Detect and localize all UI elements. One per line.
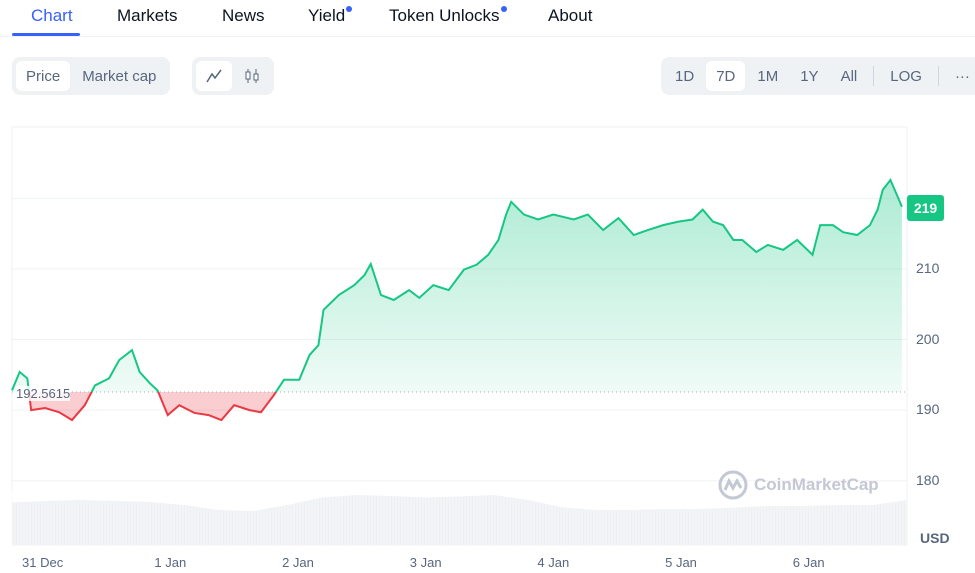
currency-label: USD bbox=[920, 530, 950, 546]
more-options-button[interactable]: ··· bbox=[954, 67, 970, 85]
y-tick-label: 210 bbox=[916, 259, 940, 276]
range-1m[interactable]: 1M bbox=[757, 67, 779, 85]
y-tick-label: 180 bbox=[916, 471, 940, 488]
current-price-badge: 219 bbox=[907, 195, 944, 221]
watermark: CoinMarketCap bbox=[718, 470, 879, 500]
x-tick-label: 31 Dec bbox=[22, 555, 64, 570]
tab-bar: Chart Markets News Yield Token Unlocks About bbox=[0, 0, 975, 37]
range-1y[interactable]: 1Y bbox=[800, 67, 819, 85]
price-chart[interactable] bbox=[0, 120, 975, 573]
price-marketcap-toggle: Price Market cap bbox=[12, 57, 171, 95]
tab-chart[interactable]: Chart bbox=[31, 6, 73, 26]
line-chart-icon bbox=[206, 69, 222, 83]
tab-label: Markets bbox=[117, 6, 178, 25]
coinmarketcap-logo-icon bbox=[718, 470, 748, 500]
y-tick-label: 190 bbox=[916, 401, 940, 418]
divider bbox=[873, 66, 875, 86]
tab-markets[interactable]: Markets bbox=[117, 6, 177, 26]
chart-type-toggle bbox=[192, 57, 274, 95]
tab-token-unlocks[interactable]: Token Unlocks bbox=[389, 6, 507, 26]
x-tick-label: 1 Jan bbox=[154, 555, 187, 570]
line-chart-button[interactable] bbox=[196, 61, 232, 91]
price-line-up bbox=[11, 178, 903, 393]
tab-yield[interactable]: Yield bbox=[308, 6, 353, 26]
watermark-text: CoinMarketCap bbox=[754, 475, 879, 494]
price-area-up bbox=[12, 179, 902, 393]
x-tick-label: 5 Jan bbox=[665, 555, 697, 570]
new-indicator-dot bbox=[346, 6, 353, 12]
tab-news[interactable]: News bbox=[222, 6, 265, 26]
tab-label: About bbox=[548, 6, 593, 25]
log-toggle[interactable]: LOG bbox=[890, 67, 922, 85]
new-indicator-dot bbox=[500, 6, 507, 12]
tab-label: Chart bbox=[31, 6, 73, 25]
x-tick-label: 4 Jan bbox=[537, 555, 570, 570]
price-button[interactable]: Price bbox=[16, 61, 71, 91]
tab-about[interactable]: About bbox=[548, 6, 592, 26]
tab-label: Yield bbox=[308, 6, 346, 25]
active-tab-indicator bbox=[12, 33, 80, 36]
x-tick-label: 6 Jan bbox=[792, 555, 825, 570]
tab-label: News bbox=[222, 6, 265, 25]
range-all[interactable]: All bbox=[840, 67, 858, 85]
x-tick-label: 3 Jan bbox=[409, 555, 442, 570]
x-tick-label: 2 Jan bbox=[282, 555, 314, 570]
market-cap-button[interactable]: Market cap bbox=[82, 67, 157, 85]
y-tick-label: 200 bbox=[916, 330, 940, 347]
tab-label: Token Unlocks bbox=[389, 6, 500, 25]
divider bbox=[937, 66, 939, 86]
price-area-down bbox=[28, 392, 276, 421]
time-range-selector: 1D 7D 1M 1Y All LOG ··· bbox=[661, 57, 975, 95]
candlestick-icon bbox=[245, 69, 259, 83]
range-1d[interactable]: 1D bbox=[675, 67, 695, 85]
range-7d[interactable]: 7D bbox=[706, 61, 746, 91]
baseline-label: 192.5615 bbox=[16, 386, 71, 401]
candlestick-chart-button[interactable] bbox=[234, 61, 270, 91]
